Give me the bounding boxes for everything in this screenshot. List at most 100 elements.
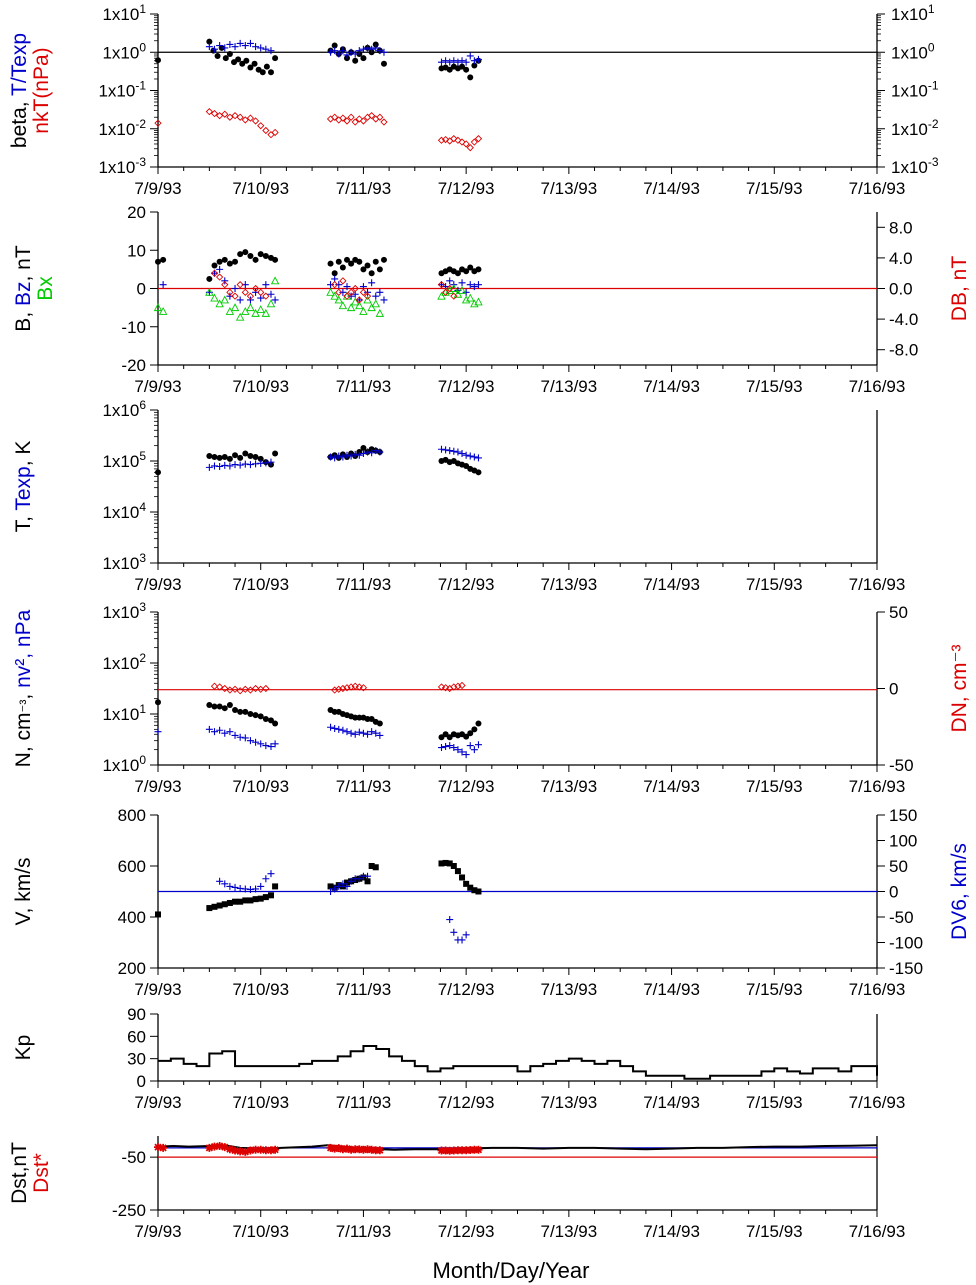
data-point bbox=[246, 1146, 255, 1155]
data-point bbox=[216, 877, 224, 885]
data-point bbox=[272, 55, 279, 62]
data-point bbox=[367, 1145, 376, 1154]
data-point bbox=[462, 751, 470, 759]
data-point bbox=[454, 270, 461, 277]
data-point bbox=[221, 880, 229, 888]
data-point bbox=[262, 715, 269, 722]
data-point bbox=[327, 723, 335, 731]
y-tick-label: 1x102 bbox=[102, 651, 146, 673]
y-axis-label: N, cm⁻³, nv², nPa bbox=[12, 609, 35, 767]
data-point bbox=[272, 883, 279, 890]
data-point bbox=[247, 64, 254, 71]
data-point bbox=[470, 746, 478, 754]
data-point bbox=[210, 1142, 219, 1151]
data-point bbox=[347, 452, 355, 460]
data-point bbox=[226, 113, 234, 121]
data-point bbox=[221, 110, 229, 118]
y-tick-label: 20 bbox=[127, 203, 146, 222]
data-point bbox=[210, 269, 219, 277]
data-point bbox=[446, 447, 454, 455]
data-point bbox=[437, 744, 445, 752]
data-point bbox=[371, 299, 381, 308]
data-point bbox=[454, 868, 461, 875]
data-point bbox=[246, 114, 255, 122]
data-point bbox=[367, 303, 376, 312]
x-tick-label: 7/16/93 bbox=[849, 575, 906, 594]
data-point bbox=[262, 684, 270, 693]
data-point bbox=[339, 880, 347, 888]
data-point bbox=[226, 702, 233, 709]
data-point bbox=[210, 293, 219, 302]
data-point bbox=[352, 57, 359, 64]
data-point bbox=[437, 58, 445, 66]
x-tick-label: 7/10/93 bbox=[232, 377, 289, 396]
data-point bbox=[271, 740, 279, 748]
data-point bbox=[375, 308, 385, 317]
x-tick-label: 7/10/93 bbox=[232, 1222, 289, 1241]
data-point bbox=[226, 260, 233, 267]
data-point bbox=[442, 446, 450, 454]
y-right-tick-label: 50 bbox=[889, 857, 908, 876]
data-point bbox=[226, 288, 234, 296]
data-point bbox=[474, 135, 483, 143]
x-tick-label: 7/11/93 bbox=[336, 980, 391, 999]
data-point bbox=[210, 47, 217, 54]
data-point bbox=[343, 283, 351, 291]
data-point bbox=[252, 738, 260, 746]
data-point bbox=[368, 449, 376, 457]
data-point bbox=[225, 307, 235, 315]
data-point bbox=[449, 1146, 458, 1155]
data-point bbox=[160, 256, 167, 263]
data-point bbox=[267, 743, 275, 751]
data-point bbox=[246, 296, 254, 304]
x-tick-label: 7/9/93 bbox=[134, 575, 181, 594]
data-point bbox=[266, 1146, 275, 1155]
data-point bbox=[221, 901, 228, 908]
data-point bbox=[241, 116, 249, 124]
x-tick-label: 7/14/93 bbox=[643, 179, 700, 198]
data-point bbox=[262, 45, 270, 53]
data-point bbox=[271, 1145, 280, 1154]
data-point bbox=[215, 683, 224, 691]
data-point bbox=[231, 112, 239, 120]
data-point bbox=[210, 728, 218, 736]
data-point bbox=[437, 281, 446, 289]
x-tick-label: 7/9/93 bbox=[134, 1093, 181, 1112]
data-point bbox=[154, 119, 162, 127]
x-tick-label: 7/15/93 bbox=[746, 1093, 803, 1112]
data-point bbox=[232, 898, 239, 905]
data-point bbox=[343, 117, 351, 125]
y-tick-label: 1x10-3 bbox=[98, 155, 146, 177]
data-point bbox=[226, 728, 234, 736]
data-point bbox=[458, 1146, 467, 1155]
data-point bbox=[335, 452, 343, 460]
data-point bbox=[360, 444, 367, 451]
data-point bbox=[466, 281, 474, 289]
data-point bbox=[267, 69, 274, 76]
data-point bbox=[205, 725, 213, 733]
data-point bbox=[471, 62, 478, 69]
x-tick-label: 7/13/93 bbox=[540, 1093, 597, 1112]
data-point bbox=[242, 708, 249, 715]
data-point bbox=[343, 451, 351, 459]
data-point bbox=[251, 684, 260, 693]
data-point bbox=[220, 295, 230, 304]
y-right-tick-label: 8.0 bbox=[889, 218, 913, 237]
y-right-tick-label: 100 bbox=[889, 832, 917, 851]
data-point bbox=[331, 686, 339, 694]
y-tick-label: 0 bbox=[137, 280, 146, 299]
x-tick-label: 7/16/93 bbox=[849, 980, 906, 999]
y-axis-label: T, Texp, K bbox=[12, 441, 35, 533]
y-right-axis-label: DB, nT bbox=[948, 256, 971, 322]
x-tick-label: 7/13/93 bbox=[540, 980, 597, 999]
y-right-tick-label: -8.0 bbox=[889, 341, 918, 360]
data-point bbox=[359, 684, 368, 692]
data-point bbox=[474, 55, 482, 63]
data-point bbox=[338, 1145, 347, 1154]
data-point bbox=[267, 458, 275, 466]
data-point bbox=[231, 1146, 240, 1155]
data-point bbox=[376, 288, 384, 296]
data-point bbox=[347, 48, 355, 56]
data-point bbox=[450, 744, 458, 752]
data-point bbox=[242, 249, 249, 256]
